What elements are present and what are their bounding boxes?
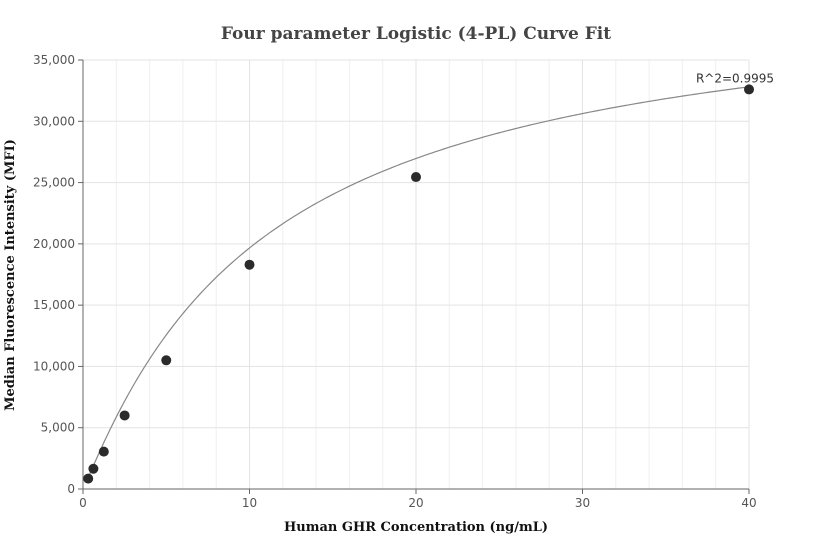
x-tick-label: 20 [408,496,423,510]
data-point [119,410,130,421]
x-tick-label: 40 [741,496,756,510]
y-tick-label: 0 [67,482,75,496]
y-tick-label: 25,000 [33,176,75,190]
x-tick-label: 0 [79,496,87,510]
y-tick-label: 20,000 [33,237,75,251]
grid-lines [83,59,750,489]
data-points [83,84,754,484]
x-axis-label: Human GHR Concentration (ng/mL) [284,520,548,535]
axes [78,59,750,494]
y-tick-label: 35,000 [33,53,75,67]
r-squared-annotation: R^2=0.9995 [696,71,774,85]
y-tick-label: 15,000 [33,298,75,312]
fit-curve [87,86,750,478]
data-point [83,473,94,484]
data-point [98,446,109,457]
y-tick-label: 30,000 [33,114,75,128]
chart-title: Four parameter Logistic (4-PL) Curve Fit [221,24,611,44]
data-point [744,84,754,95]
tick-labels: 0 5,000 10,000 15,000 20,000 25,000 30,000 35,0… [33,53,757,510]
x-tick-label: 30 [575,496,590,510]
data-point [161,355,172,366]
x-tick-label: 10 [242,496,257,510]
y-axis-label: Median Fluorescence Intensity (MFI) [3,139,18,411]
data-point [88,463,99,474]
data-point [244,259,255,270]
data-point [411,172,421,183]
y-tick-label: 10,000 [33,359,75,373]
y-tick-label: 5,000 [41,421,75,435]
